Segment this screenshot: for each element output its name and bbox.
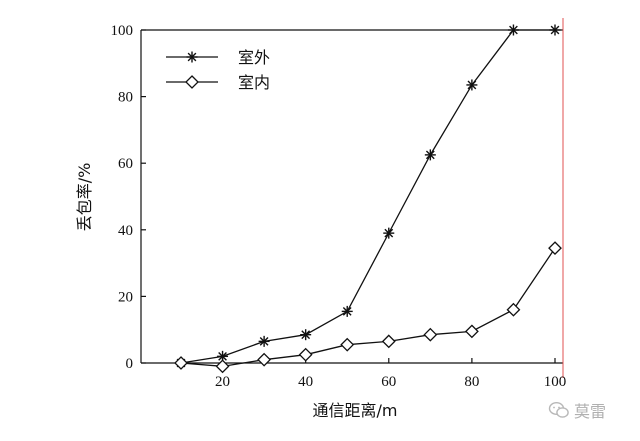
legend-marker-diamond: [185, 75, 199, 89]
data-point-diamond: [174, 356, 188, 370]
data-point-diamond: [340, 337, 355, 352]
series-layer: [174, 24, 562, 374]
y-tick-label: 60: [118, 156, 133, 172]
data-point-diamond: [298, 347, 313, 362]
series-1: [175, 24, 561, 369]
data-point-diamond: [257, 352, 272, 367]
data-point-star: [383, 227, 395, 239]
y-tick-label: 40: [118, 223, 133, 239]
wechat-icon: [548, 401, 569, 418]
data-point-star: [549, 24, 561, 36]
axes: [140, 18, 564, 378]
data-point-diamond: [506, 302, 521, 317]
data-point-diamond: [215, 359, 230, 374]
x-tick-label: 20: [215, 374, 230, 390]
data-point-diamond: [423, 327, 438, 342]
series-2-line: [180, 247, 556, 367]
data-point-diamond: [381, 334, 396, 349]
data-point-star: [341, 305, 353, 317]
data-point-star: [507, 24, 519, 36]
data-point-star: [424, 149, 436, 161]
watermark: 莫雷: [548, 398, 606, 422]
x-tick-label: 40: [298, 374, 313, 390]
data-point-diamond: [464, 324, 479, 339]
legend-label: 室内: [238, 73, 270, 92]
watermark-text: 莫雷: [574, 402, 607, 421]
series-1-line: [180, 29, 555, 364]
data-point-star: [300, 329, 312, 341]
x-axis-label: 通信距离/m: [313, 401, 398, 420]
y-tick-label: 80: [118, 90, 133, 106]
tick-labels: 0 20 40 60 80 100 20 40 60 80 100: [111, 23, 567, 390]
series-2: [174, 241, 562, 374]
x-tick-label: 60: [381, 374, 396, 390]
y-tick-label: 100: [111, 23, 134, 39]
x-tick-label: 100: [544, 374, 567, 390]
data-point-star: [258, 335, 270, 347]
legend-label: 室外: [238, 48, 270, 67]
y-tick-label: 20: [118, 289, 133, 305]
legend-item-2: 室内: [166, 73, 270, 92]
data-point-diamond: [548, 241, 562, 256]
legend-item-1: 室外: [166, 48, 270, 67]
x-tick-label: 80: [464, 374, 479, 390]
legend-marker-star: [186, 51, 198, 63]
y-tick-label: 0: [126, 356, 134, 372]
y-axis-label: 丢包率/%: [75, 163, 94, 232]
data-point-star: [466, 79, 478, 91]
